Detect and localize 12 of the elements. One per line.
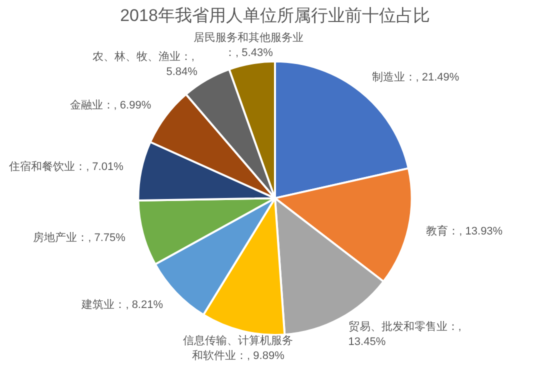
slice-label: 教育：, 13.93% — [426, 224, 503, 238]
slice-label: 贸易、批发和零售业：, 13.45% — [348, 320, 464, 348]
slice-label: 金融业：, 6.99% — [70, 98, 152, 112]
slice-label: 信息传输、计算机服务和软件业：, 9.89% — [183, 334, 294, 362]
slice-label: 建筑业：, 8.21% — [80, 298, 164, 312]
slice-label: 住宿和餐饮业：, 7.01% — [9, 160, 124, 174]
chart-title: 2018年我省用人单位所属行业前十位占比 — [120, 6, 430, 25]
slice-label: 农、林、牧、渔业：, 5.84% — [92, 50, 198, 78]
slice-label: 居民服务和其他服务业 — [194, 31, 304, 44]
slice-label: 制造业：, 21.49% — [372, 70, 460, 84]
data-label: ：, 5.43% — [224, 47, 274, 60]
slice-label: 房地产业：, 7.75% — [33, 231, 126, 244]
